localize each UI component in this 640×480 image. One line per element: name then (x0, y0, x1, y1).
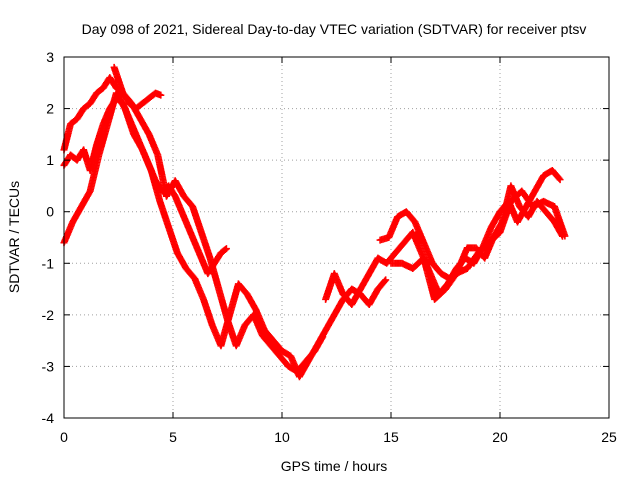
x-axis-label: GPS time / hours (281, 458, 388, 474)
x-tick-label: 20 (492, 429, 508, 445)
y-tick-label: 0 (46, 204, 54, 220)
data-point (157, 91, 165, 99)
x-tick-label: 0 (60, 429, 68, 445)
data-point (556, 176, 564, 184)
data-point (561, 232, 569, 240)
data-point (222, 245, 230, 253)
x-tick-label: 25 (601, 429, 617, 445)
y-tick-label: -4 (42, 410, 55, 426)
data-point (221, 246, 229, 254)
x-tick-label: 5 (169, 429, 177, 445)
data-point (382, 276, 390, 284)
y-tick-label: -3 (42, 358, 55, 374)
data-point (555, 174, 563, 182)
series-track-7 (387, 187, 569, 303)
grid-layer (64, 57, 609, 418)
series-track-4 (110, 63, 327, 376)
y-axis-label: SDTVAR / TECUs (6, 181, 22, 293)
plot-frame (63, 56, 610, 419)
x-tick-label: 10 (274, 429, 290, 445)
y-tick-label: -2 (42, 307, 55, 323)
data-point (381, 277, 389, 285)
axis-ticks: 0 5 10 15 20 25 -4 -3 -2 -1 0 1 2 3 (42, 49, 617, 445)
y-tick-label: 2 (46, 101, 54, 117)
data-point (319, 333, 327, 341)
series-track-2 (60, 89, 390, 381)
y-tick-label: 3 (46, 49, 54, 65)
y-tick-label: 1 (46, 152, 54, 168)
chart-title: Day 098 of 2021, Sidereal Day-to-day VTE… (82, 21, 587, 37)
x-tick-label: 15 (383, 429, 399, 445)
y-tick-label: -1 (42, 255, 55, 271)
series-track-5 (322, 166, 564, 309)
data-points (60, 63, 569, 381)
